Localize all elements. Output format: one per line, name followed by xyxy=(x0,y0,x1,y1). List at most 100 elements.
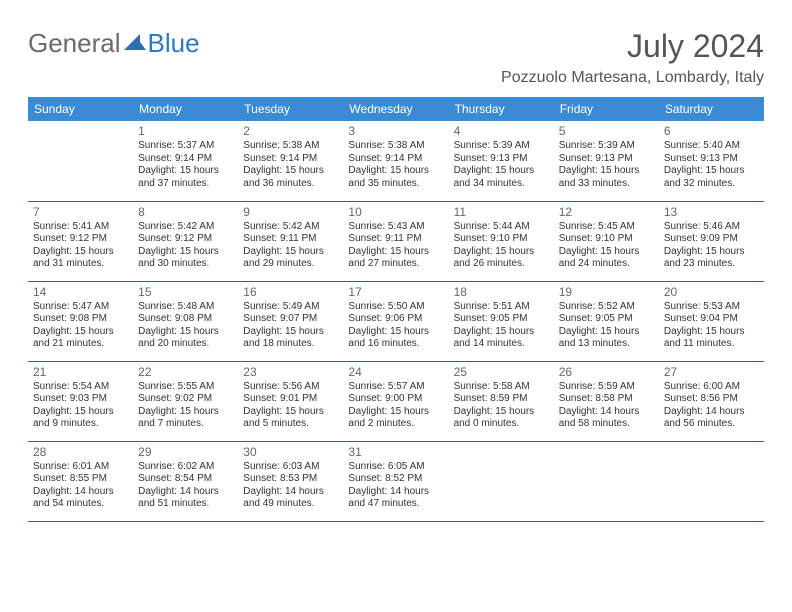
day-number: 26 xyxy=(559,365,654,380)
day-sunrise: Sunrise: 6:03 AM xyxy=(243,461,338,474)
calendar-cell: 11Sunrise: 5:44 AMSunset: 9:10 PMDayligh… xyxy=(449,201,554,281)
calendar-cell: 25Sunrise: 5:58 AMSunset: 8:59 PMDayligh… xyxy=(449,361,554,441)
calendar-row: 28Sunrise: 6:01 AMSunset: 8:55 PMDayligh… xyxy=(28,441,764,521)
day-sunrise: Sunrise: 6:05 AM xyxy=(348,461,443,474)
day-dl2: and 30 minutes. xyxy=(138,258,233,271)
day-sunset: Sunset: 8:54 PM xyxy=(138,473,233,486)
day-dl1: Daylight: 15 hours xyxy=(454,246,549,259)
calendar-cell: 7Sunrise: 5:41 AMSunset: 9:12 PMDaylight… xyxy=(28,201,133,281)
calendar-cell: 1Sunrise: 5:37 AMSunset: 9:14 PMDaylight… xyxy=(133,121,238,201)
day-sunset: Sunset: 9:08 PM xyxy=(138,313,233,326)
day-dl2: and 0 minutes. xyxy=(454,418,549,431)
day-number: 9 xyxy=(243,205,338,220)
day-dl2: and 37 minutes. xyxy=(138,178,233,191)
day-number: 5 xyxy=(559,124,654,139)
day-number: 1 xyxy=(138,124,233,139)
calendar-cell: 20Sunrise: 5:53 AMSunset: 9:04 PMDayligh… xyxy=(659,281,764,361)
day-dl1: Daylight: 15 hours xyxy=(348,246,443,259)
calendar-cell: 21Sunrise: 5:54 AMSunset: 9:03 PMDayligh… xyxy=(28,361,133,441)
weekday-header: Sunday xyxy=(28,97,133,121)
day-dl2: and 7 minutes. xyxy=(138,418,233,431)
calendar-table: Sunday Monday Tuesday Wednesday Thursday… xyxy=(28,97,764,522)
weekday-header: Friday xyxy=(554,97,659,121)
day-sunrise: Sunrise: 5:54 AM xyxy=(33,381,128,394)
logo-text-blue: Blue xyxy=(148,28,200,59)
calendar-cell: 22Sunrise: 5:55 AMSunset: 9:02 PMDayligh… xyxy=(133,361,238,441)
calendar-cell: 9Sunrise: 5:42 AMSunset: 9:11 PMDaylight… xyxy=(238,201,343,281)
calendar-row: 21Sunrise: 5:54 AMSunset: 9:03 PMDayligh… xyxy=(28,361,764,441)
day-sunrise: Sunrise: 5:38 AM xyxy=(243,140,338,153)
day-sunrise: Sunrise: 5:38 AM xyxy=(348,140,443,153)
page-header: General Blue July 2024 Pozzuolo Martesan… xyxy=(28,28,764,87)
calendar-row: 1Sunrise: 5:37 AMSunset: 9:14 PMDaylight… xyxy=(28,121,764,201)
calendar-cell: 31Sunrise: 6:05 AMSunset: 8:52 PMDayligh… xyxy=(343,441,448,521)
day-dl1: Daylight: 14 hours xyxy=(348,486,443,499)
calendar-cell xyxy=(28,121,133,201)
day-sunset: Sunset: 9:13 PM xyxy=(454,153,549,166)
day-sunrise: Sunrise: 5:48 AM xyxy=(138,301,233,314)
day-sunset: Sunset: 8:56 PM xyxy=(664,393,759,406)
day-sunset: Sunset: 9:02 PM xyxy=(138,393,233,406)
day-sunrise: Sunrise: 5:56 AM xyxy=(243,381,338,394)
day-number: 20 xyxy=(664,285,759,300)
calendar-cell: 27Sunrise: 6:00 AMSunset: 8:56 PMDayligh… xyxy=(659,361,764,441)
day-dl1: Daylight: 15 hours xyxy=(33,246,128,259)
day-number: 7 xyxy=(33,205,128,220)
day-dl2: and 27 minutes. xyxy=(348,258,443,271)
day-dl2: and 35 minutes. xyxy=(348,178,443,191)
day-dl2: and 11 minutes. xyxy=(664,338,759,351)
day-sunrise: Sunrise: 5:44 AM xyxy=(454,221,549,234)
day-dl1: Daylight: 15 hours xyxy=(138,246,233,259)
calendar-cell xyxy=(449,441,554,521)
day-dl1: Daylight: 15 hours xyxy=(454,165,549,178)
day-sunset: Sunset: 9:09 PM xyxy=(664,233,759,246)
day-dl2: and 34 minutes. xyxy=(454,178,549,191)
day-number: 25 xyxy=(454,365,549,380)
day-sunrise: Sunrise: 5:52 AM xyxy=(559,301,654,314)
day-sunrise: Sunrise: 5:46 AM xyxy=(664,221,759,234)
day-sunset: Sunset: 9:03 PM xyxy=(33,393,128,406)
calendar-cell: 15Sunrise: 5:48 AMSunset: 9:08 PMDayligh… xyxy=(133,281,238,361)
calendar-cell: 17Sunrise: 5:50 AMSunset: 9:06 PMDayligh… xyxy=(343,281,448,361)
weekday-header: Monday xyxy=(133,97,238,121)
logo-sail-icon xyxy=(124,32,146,52)
day-sunset: Sunset: 8:59 PM xyxy=(454,393,549,406)
calendar-cell: 2Sunrise: 5:38 AMSunset: 9:14 PMDaylight… xyxy=(238,121,343,201)
day-dl2: and 29 minutes. xyxy=(243,258,338,271)
day-number: 2 xyxy=(243,124,338,139)
day-number: 30 xyxy=(243,445,338,460)
day-number: 23 xyxy=(243,365,338,380)
calendar-body: 1Sunrise: 5:37 AMSunset: 9:14 PMDaylight… xyxy=(28,121,764,521)
month-title: July 2024 xyxy=(501,28,764,65)
day-sunrise: Sunrise: 5:51 AM xyxy=(454,301,549,314)
day-dl2: and 9 minutes. xyxy=(33,418,128,431)
day-dl2: and 5 minutes. xyxy=(243,418,338,431)
day-sunrise: Sunrise: 5:49 AM xyxy=(243,301,338,314)
day-dl1: Daylight: 15 hours xyxy=(138,406,233,419)
day-dl2: and 54 minutes. xyxy=(33,498,128,511)
day-dl1: Daylight: 15 hours xyxy=(243,246,338,259)
calendar-cell: 8Sunrise: 5:42 AMSunset: 9:12 PMDaylight… xyxy=(133,201,238,281)
calendar-cell: 6Sunrise: 5:40 AMSunset: 9:13 PMDaylight… xyxy=(659,121,764,201)
day-sunrise: Sunrise: 5:50 AM xyxy=(348,301,443,314)
day-sunrise: Sunrise: 5:43 AM xyxy=(348,221,443,234)
day-dl2: and 20 minutes. xyxy=(138,338,233,351)
day-dl2: and 14 minutes. xyxy=(454,338,549,351)
day-sunset: Sunset: 9:13 PM xyxy=(664,153,759,166)
day-number: 14 xyxy=(33,285,128,300)
day-sunset: Sunset: 9:11 PM xyxy=(243,233,338,246)
calendar-cell: 12Sunrise: 5:45 AMSunset: 9:10 PMDayligh… xyxy=(554,201,659,281)
day-dl1: Daylight: 15 hours xyxy=(138,165,233,178)
calendar-cell: 16Sunrise: 5:49 AMSunset: 9:07 PMDayligh… xyxy=(238,281,343,361)
day-number: 31 xyxy=(348,445,443,460)
day-sunset: Sunset: 9:13 PM xyxy=(559,153,654,166)
day-sunset: Sunset: 8:58 PM xyxy=(559,393,654,406)
calendar-cell: 14Sunrise: 5:47 AMSunset: 9:08 PMDayligh… xyxy=(28,281,133,361)
day-sunrise: Sunrise: 6:02 AM xyxy=(138,461,233,474)
day-number: 19 xyxy=(559,285,654,300)
day-sunset: Sunset: 9:14 PM xyxy=(138,153,233,166)
day-number: 22 xyxy=(138,365,233,380)
day-sunrise: Sunrise: 5:59 AM xyxy=(559,381,654,394)
day-number: 24 xyxy=(348,365,443,380)
day-dl1: Daylight: 15 hours xyxy=(243,406,338,419)
